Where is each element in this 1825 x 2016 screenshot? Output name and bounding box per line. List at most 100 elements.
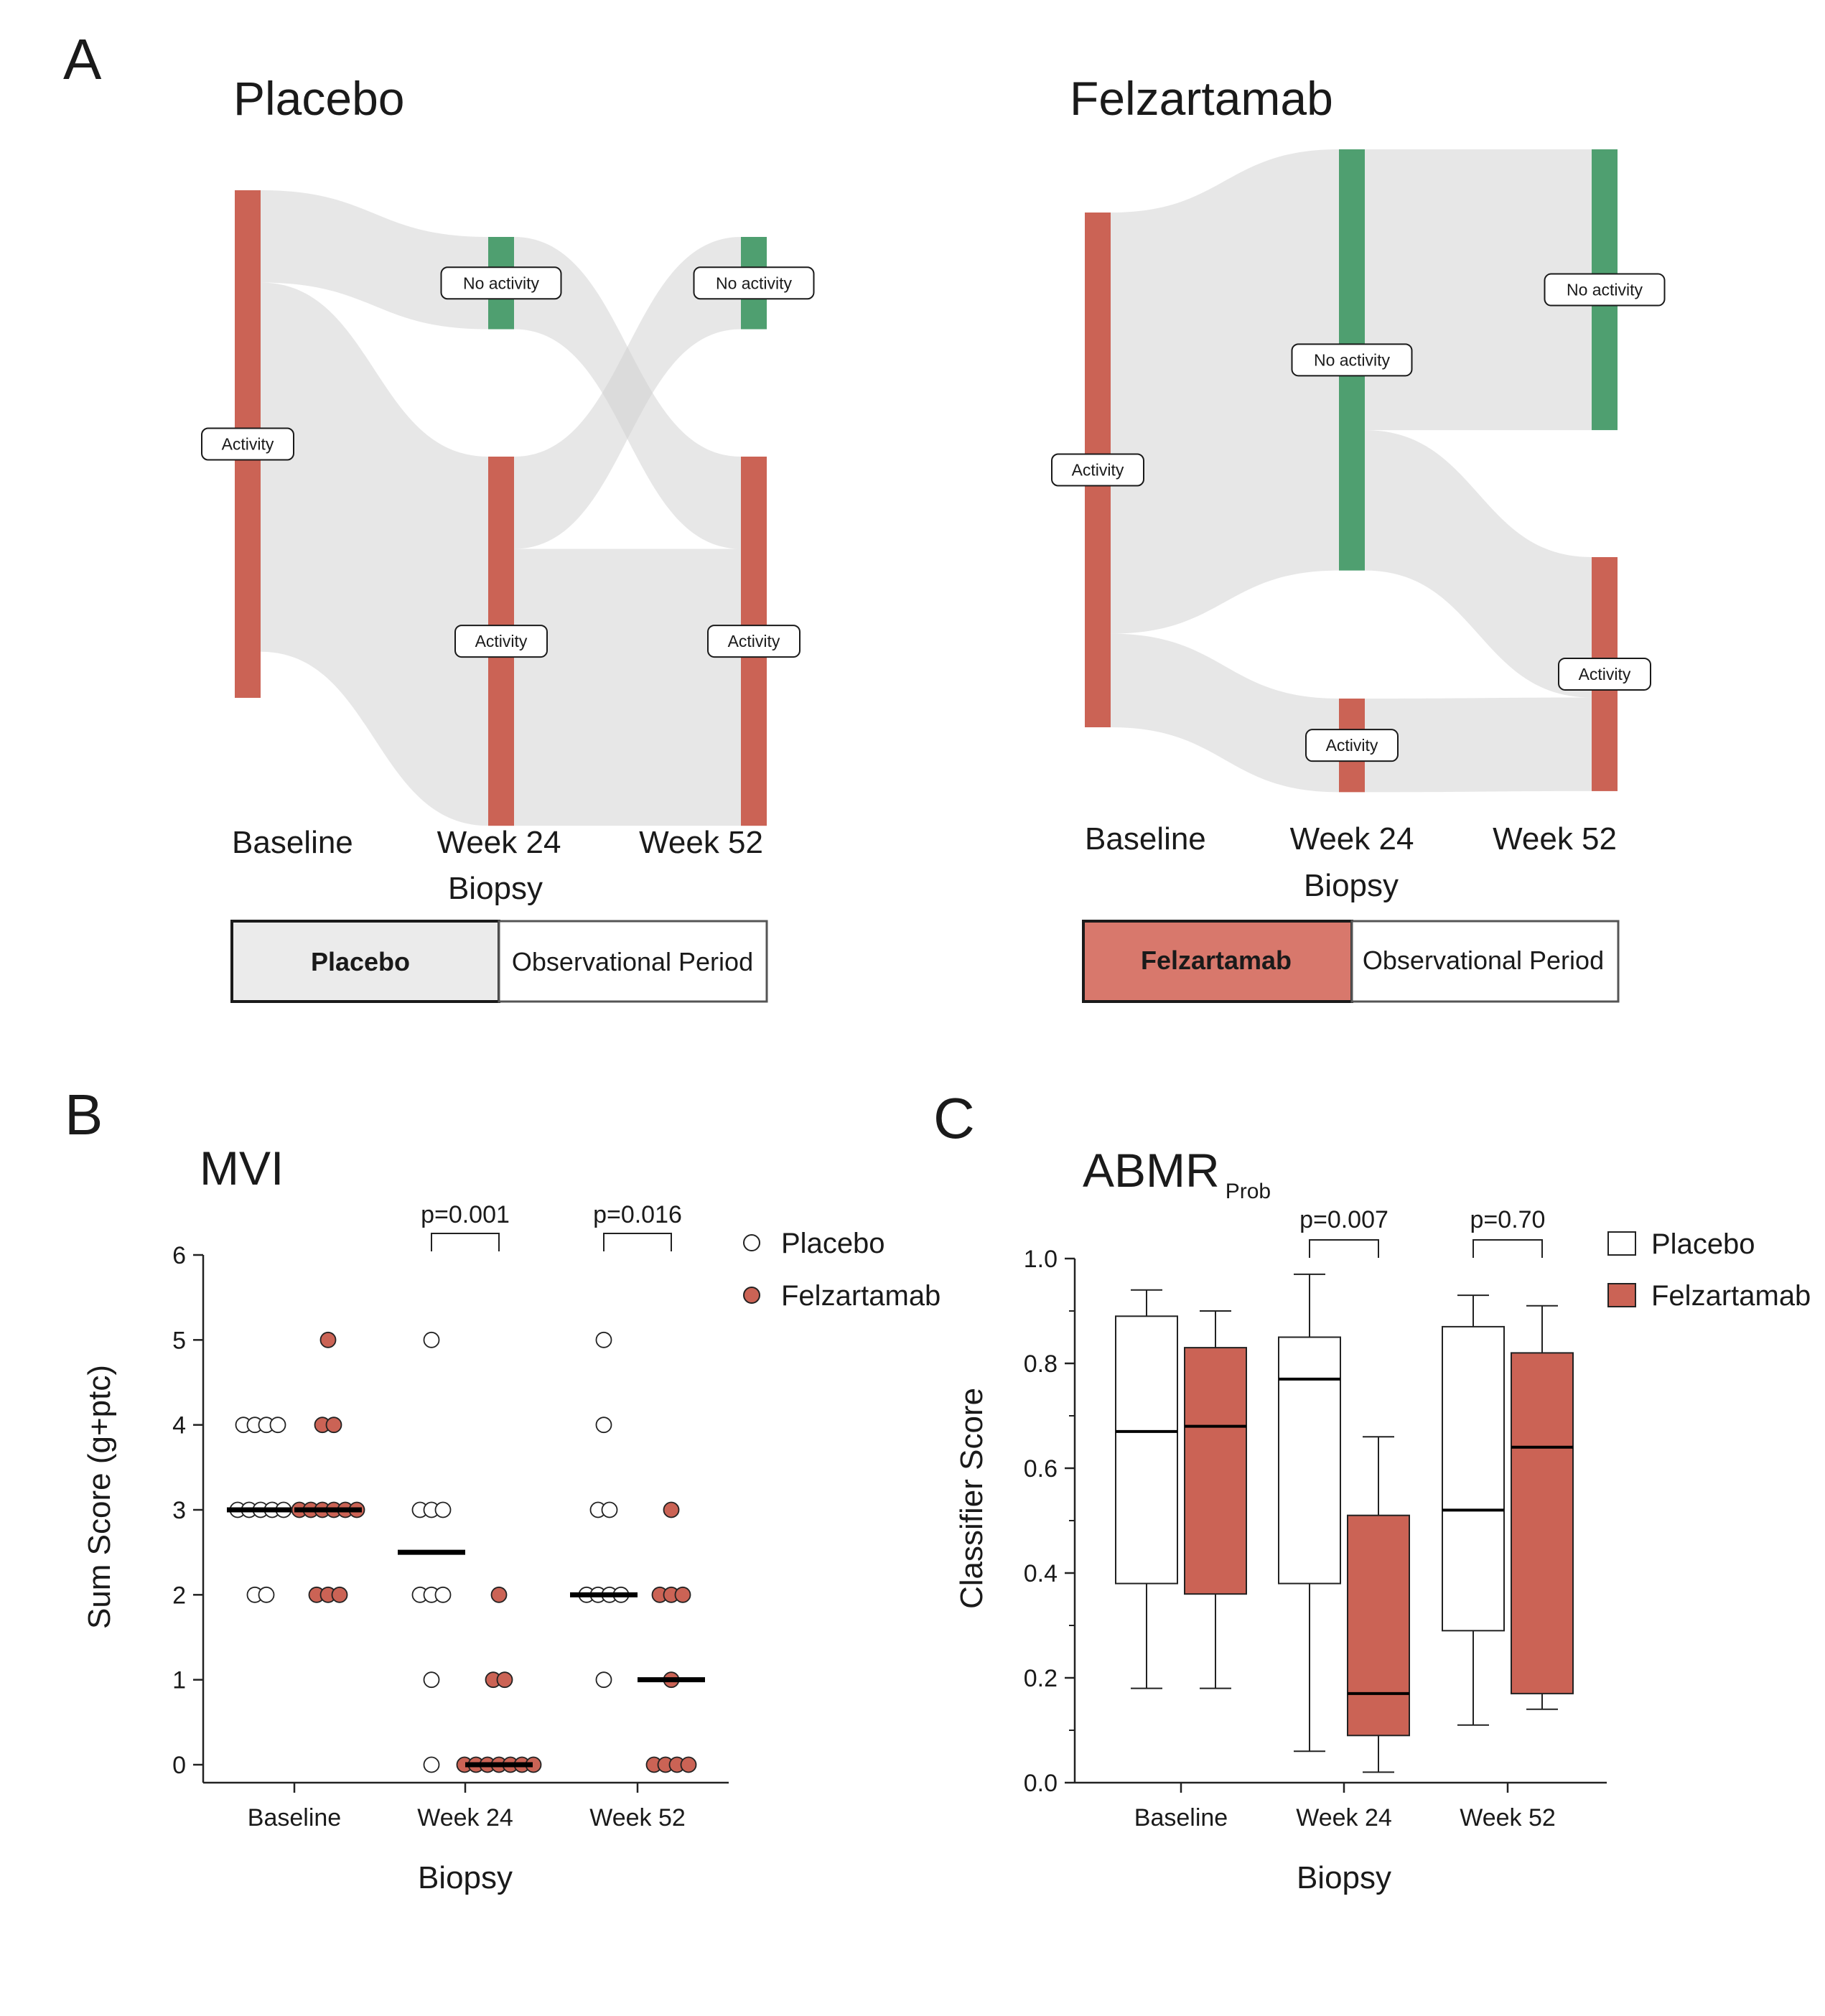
mvi-xlabel: Biopsy [418, 1860, 513, 1895]
mvi-ylabel: Sum Score (g+ptc) [82, 1365, 117, 1629]
abmr-ylabel: Classifier Score [954, 1388, 989, 1609]
felzartamab-flow-baseline-activity-to-week-24-activity [1111, 634, 1339, 793]
mvi-ytick-label-0: 0 [172, 1752, 186, 1779]
mvi-point-placebo-week24 [424, 1758, 439, 1773]
mvi-legend-marker-felzartamab [744, 1287, 760, 1303]
mvi-bracket-week24 [431, 1233, 499, 1251]
mvi-point-placebo-week52 [597, 1333, 612, 1348]
mvi-plot: 0 1 2 3 4 5 6 Baseline Week 24 Week 52 p=0.001 p=0.… [172, 1201, 940, 1831]
abmr-ytick-label-0.8: 0.8 [1024, 1350, 1058, 1378]
abmr-bracket-week52 [1473, 1240, 1542, 1258]
sankey-placebo-title: Placebo [233, 72, 405, 125]
abmr-pvalue-week52: p=0.70 [1470, 1206, 1546, 1233]
felzartamab-flow-baseline-activity-to-week-24-no-activity [1111, 149, 1339, 634]
abmr-ytick-label-0.4: 0.4 [1024, 1560, 1058, 1587]
abmr-xtick-label-week24: Week 24 [1296, 1804, 1392, 1831]
mvi-pvalue-week52: p=0.016 [593, 1201, 682, 1228]
abmr-xtick-label-baseline: Baseline [1134, 1804, 1228, 1831]
mvi-point-felzartamab-baseline [321, 1333, 336, 1348]
sankey-felzartamab-title: Felzartamab [1070, 72, 1333, 125]
placebo-label-week24-no-activity: No activity [463, 274, 540, 292]
mvi-legend-label-placebo: Placebo [781, 1228, 885, 1259]
period-bar-felzartamab-treatment-label: Felzartamab [1141, 946, 1292, 975]
period-bar-felzartamab: Felzartamab Observational Period [1083, 921, 1618, 1002]
abmr-legend-marker-placebo [1608, 1232, 1635, 1255]
mvi-point-placebo-week24 [436, 1587, 451, 1602]
placebo-label-week52-activity: Activity [728, 632, 780, 650]
abmr-placebo-baseline-box [1116, 1316, 1177, 1583]
abmr-ytick-label-0.0: 0.0 [1024, 1770, 1058, 1797]
felzartamab-label-week52-activity: Activity [1579, 665, 1631, 683]
felzartamab-label-week24-activity: Activity [1326, 736, 1378, 755]
placebo-label-week24-activity: Activity [475, 632, 528, 650]
mvi-ytick-label-4: 4 [172, 1412, 186, 1439]
abmr-legend-marker-felzartamab [1608, 1284, 1635, 1307]
period-bar-placebo: Placebo Observational Period [232, 921, 767, 1002]
abmr-xtick-label-week52: Week 52 [1460, 1804, 1556, 1831]
placebo-label-week52-no-activity: No activity [716, 274, 793, 292]
placebo-stage-label-week24: Week 24 [437, 825, 561, 860]
placebo-flow-baseline-activity-to-week-24-activity [261, 283, 488, 826]
placebo-stage-label-week52: Week 52 [639, 825, 763, 860]
mvi-title: MVI [200, 1142, 284, 1195]
panel-letter-b: B [65, 1083, 103, 1147]
abmr-felzartamab-week24-box [1348, 1516, 1409, 1736]
mvi-point-felzartamab-baseline [332, 1587, 347, 1602]
felzartamab-label-week52-no-activity: No activity [1567, 281, 1643, 299]
mvi-point-felzartamab-week52 [676, 1587, 691, 1602]
abmr-title-subscript: Prob [1226, 1180, 1271, 1203]
mvi-xtick-label-week24: Week 24 [417, 1804, 513, 1831]
mvi-legend-marker-placebo [744, 1235, 760, 1251]
mvi-point-felzartamab-week24 [492, 1587, 507, 1602]
felzartamab-label-baseline-activity: Activity [1072, 461, 1124, 480]
mvi-ytick-label-5: 5 [172, 1327, 186, 1354]
mvi-point-placebo-week52 [597, 1417, 612, 1432]
abmr-ytick-label-0.6: 0.6 [1024, 1455, 1058, 1483]
abmr-ytick-label-0.2: 0.2 [1024, 1665, 1058, 1692]
abmr-title-main: ABMR [1083, 1144, 1220, 1197]
abmr-pvalue-week24: p=0.007 [1299, 1206, 1388, 1233]
felzartamab-flow-week-24-no-activity-to-week-52-activity [1365, 430, 1592, 697]
abmr-placebo-week52-box [1442, 1327, 1504, 1630]
felzartamab-stage-label-baseline: Baseline [1085, 821, 1206, 857]
sankey-felzartamab: Activity No activity Activity No activity Ac… [1052, 149, 1665, 857]
mvi-xtick-label-week52: Week 52 [589, 1804, 686, 1831]
mvi-ytick-label-3: 3 [172, 1497, 186, 1524]
mvi-xtick-label-baseline: Baseline [248, 1804, 341, 1831]
felzartamab-flow-week-24-activity-to-week-52-activity [1365, 698, 1592, 793]
abmr-plot: 0.0 0.2 0.4 0.6 0.8 1.0 Baseline Week 24 Week 52… [1024, 1206, 1811, 1831]
abmr-xlabel: Biopsy [1297, 1860, 1391, 1895]
panel-letter-a: A [63, 27, 102, 91]
abmr-ytick-label-1.0: 1.0 [1024, 1246, 1058, 1273]
mvi-point-placebo-week24 [436, 1503, 451, 1518]
abmr-placebo-week24-box [1279, 1338, 1340, 1584]
period-bar-felzartamab-observation-label: Observational Period [1363, 946, 1604, 975]
mvi-point-placebo-week52 [597, 1672, 612, 1687]
sankey-placebo-xlabel: Biopsy [448, 871, 543, 906]
mvi-point-placebo-baseline [271, 1417, 286, 1432]
abmr-legend-label-placebo: Placebo [1651, 1228, 1755, 1260]
mvi-point-placebo-week24 [424, 1672, 439, 1687]
mvi-bracket-week52 [604, 1233, 671, 1251]
abmr-felzartamab-baseline-box [1185, 1348, 1246, 1594]
placebo-stage-label-baseline: Baseline [232, 825, 353, 860]
mvi-point-placebo-baseline [259, 1587, 274, 1602]
panel-letter-c: C [933, 1086, 975, 1150]
period-bar-placebo-observation-label: Observational Period [512, 947, 753, 976]
mvi-ytick-label-6: 6 [172, 1242, 186, 1269]
placebo-flow-week-24-activity-to-week-52-activity [514, 549, 741, 826]
mvi-point-placebo-week52 [602, 1503, 617, 1518]
mvi-ytick-label-2: 2 [172, 1582, 186, 1609]
mvi-pvalue-week24: p=0.001 [421, 1201, 510, 1228]
abmr-felzartamab-week52-box [1511, 1353, 1573, 1693]
mvi-point-felzartamab-week52 [681, 1758, 696, 1773]
mvi-point-placebo-week24 [424, 1333, 439, 1348]
period-bar-placebo-treatment-label: Placebo [311, 947, 410, 976]
sankey-placebo: Activity No activity Activity No activity Ac… [202, 190, 814, 860]
mvi-ytick-label-1: 1 [172, 1667, 186, 1694]
placebo-label-baseline-activity: Activity [222, 435, 274, 454]
felzartamab-label-week24-no-activity: No activity [1314, 350, 1391, 369]
mvi-point-felzartamab-week24 [498, 1672, 513, 1687]
abmr-legend-label-felzartamab: Felzartamab [1651, 1280, 1811, 1312]
abmr-bracket-week24 [1310, 1240, 1378, 1258]
